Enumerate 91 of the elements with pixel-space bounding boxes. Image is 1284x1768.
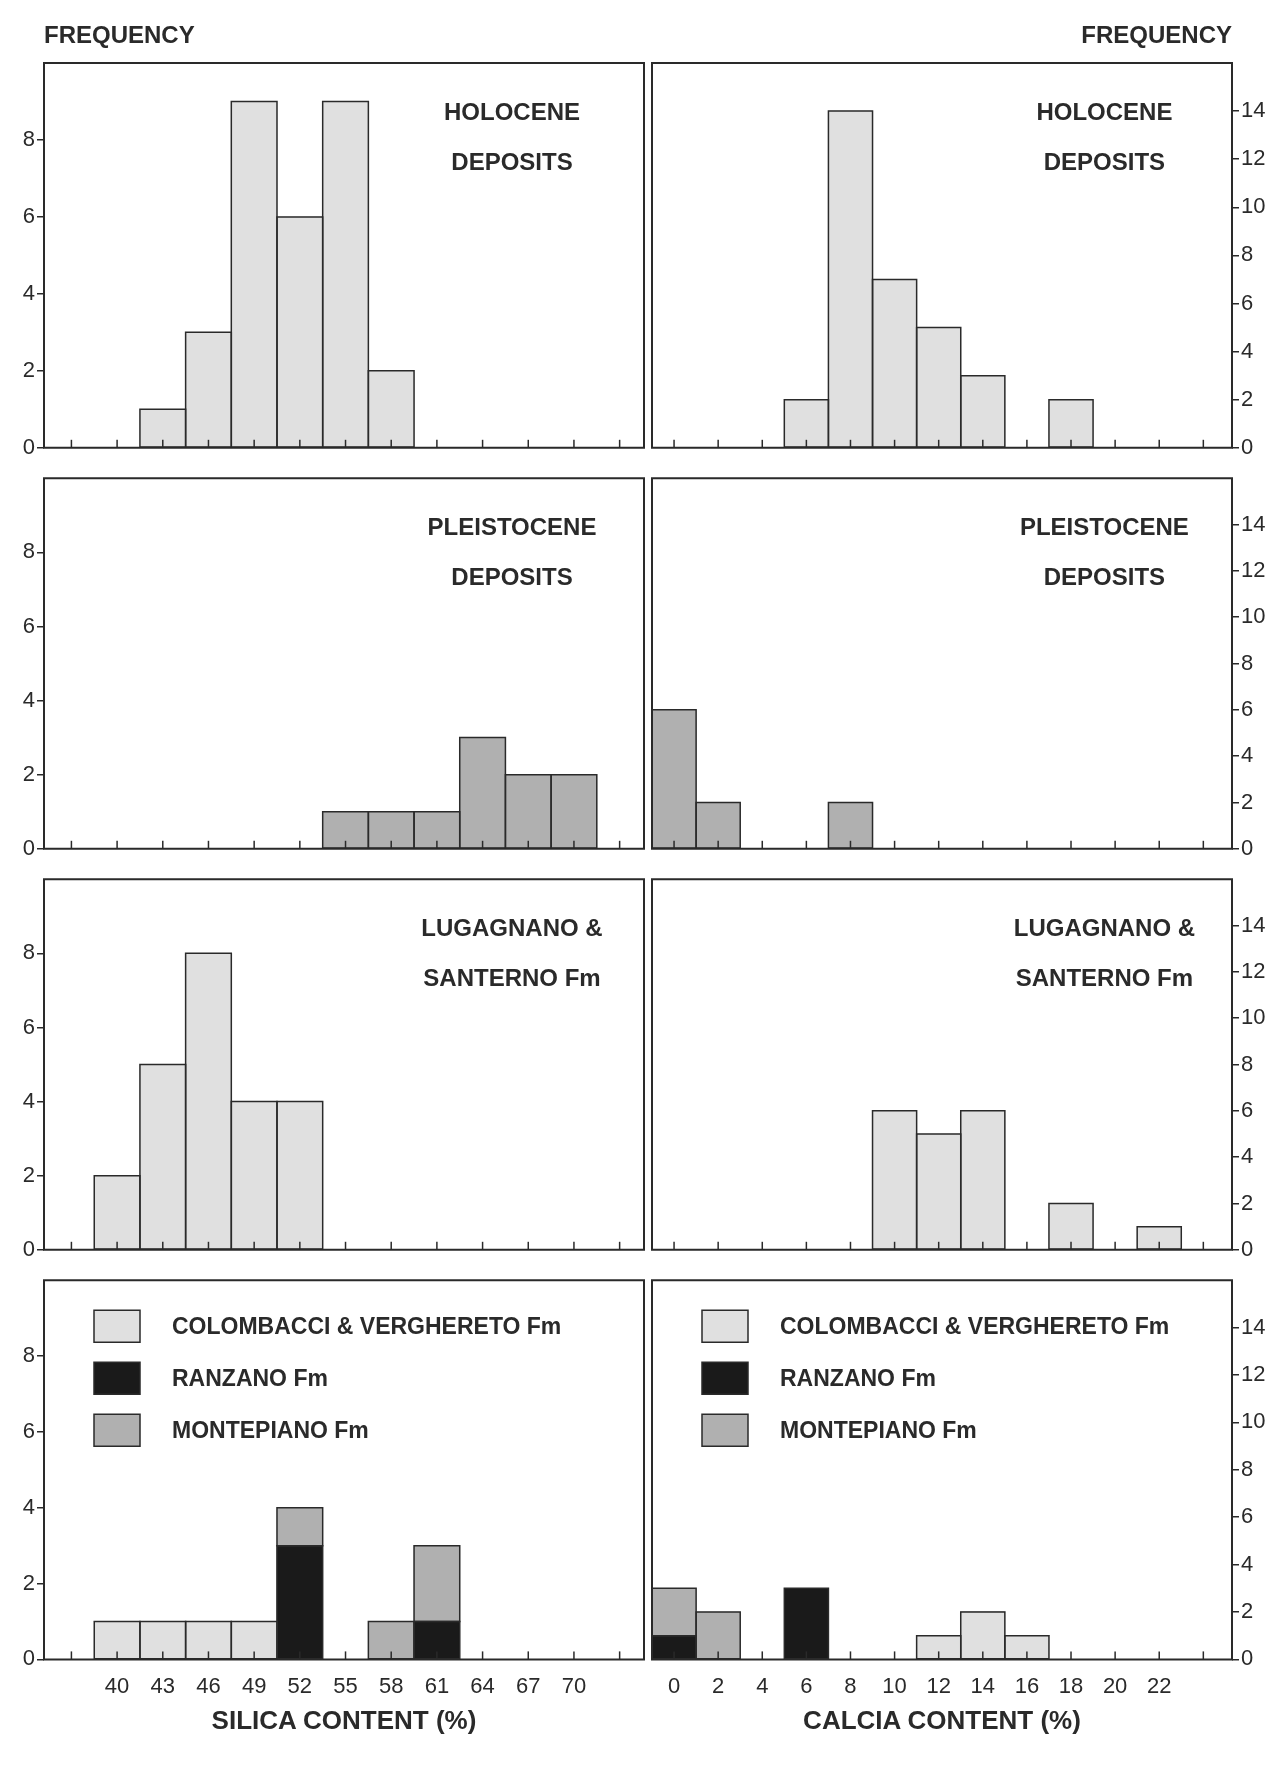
y2-tick-label: 10	[1241, 193, 1266, 219]
y2-tick-label: 4	[1241, 1550, 1254, 1576]
legend-label: MONTEPIANO Fm	[780, 1416, 977, 1443]
x-tick-label: 70	[561, 1672, 587, 1698]
x-tick-label: 8	[844, 1672, 857, 1698]
legend-label: COLOMBACCI & VERGHERETO Fm	[780, 1312, 1170, 1339]
y-tick-label: 8	[22, 939, 35, 965]
x-tick-label: 52	[287, 1672, 313, 1698]
x-tick-label: 0	[667, 1672, 681, 1698]
x-tick-label: 22	[1146, 1672, 1172, 1698]
y2-tick-label: 14	[1241, 510, 1266, 536]
y2-tick-label: 14	[1241, 97, 1266, 123]
y2-tick-label: 6	[1241, 1503, 1254, 1529]
x-tick-label: 61	[424, 1672, 450, 1698]
y2-tick-label: 12	[1241, 1361, 1266, 1387]
y2-tick-label: 4	[1241, 1143, 1254, 1169]
y2-tick-label: 4	[1241, 337, 1254, 363]
x-tick-label: 49	[241, 1672, 267, 1698]
y-axis-title: FREQUENCY	[44, 21, 195, 48]
text: PLEISTOCENE DEPOSITS	[1019, 512, 1189, 590]
y2-tick-label: 2	[1241, 385, 1254, 411]
legend-label: RANZANO Fm	[780, 1364, 936, 1391]
x-tick-label: 6	[800, 1672, 813, 1698]
y-tick-label: 4	[22, 1493, 35, 1519]
y-tick-label: 8	[22, 126, 35, 152]
x-tick-label: 43	[150, 1672, 176, 1698]
y-tick-label: 4	[22, 1087, 35, 1113]
y2-tick-label: 10	[1241, 1004, 1266, 1030]
x-tick-label: 55	[333, 1672, 358, 1698]
y-tick-label: 0	[22, 1645, 35, 1671]
legend-label: RANZANO Fm	[172, 1364, 328, 1391]
y2-tick-label: 6	[1241, 695, 1254, 721]
x-tick-label: 18	[1058, 1672, 1084, 1698]
y-tick-label: 2	[22, 760, 35, 786]
y2-tick-label: 2	[1241, 1189, 1254, 1215]
legend-label: COLOMBACCI & VERGHERETO Fm	[172, 1312, 562, 1339]
y2-tick-label: 12	[1241, 957, 1266, 983]
y2-tick-label: 2	[1241, 1598, 1254, 1624]
y2-tick-label: 8	[1241, 649, 1254, 675]
text: HOLOCENE DEPOSITS	[443, 97, 581, 175]
y-tick-label: 6	[22, 612, 35, 638]
y-tick-label: 0	[22, 1235, 35, 1261]
y2-tick-label: 14	[1241, 911, 1266, 937]
x-tick-label: 20	[1102, 1672, 1128, 1698]
x-tick-label: 16	[1014, 1672, 1040, 1698]
y2-tick-label: 0	[1241, 834, 1254, 860]
y-tick-label: 0	[22, 433, 35, 459]
y-tick-label: 6	[22, 1417, 35, 1443]
x-tick-label: 58	[378, 1672, 404, 1698]
legend-label: MONTEPIANO Fm	[172, 1416, 369, 1443]
y2-tick-label: 0	[1241, 1235, 1254, 1261]
text: HOLOCENE DEPOSITS	[1036, 97, 1173, 175]
x-tick-label: 46	[196, 1672, 221, 1698]
y2-tick-label: 12	[1241, 556, 1266, 582]
y-tick-label: 2	[22, 1161, 35, 1187]
y-tick-label: 8	[22, 1342, 35, 1368]
y-tick-label: 2	[22, 1569, 35, 1595]
y2-tick-label: 14	[1241, 1313, 1266, 1339]
x-tick-label: 4	[756, 1672, 769, 1698]
y2-tick-label: 8	[1241, 241, 1254, 267]
x-tick-label: 64	[470, 1672, 495, 1698]
y-tick-label: 6	[22, 1013, 35, 1039]
y2-tick-label: 8	[1241, 1050, 1254, 1076]
y2-tick-label: 10	[1241, 1408, 1266, 1434]
x-tick-label: 40	[104, 1672, 130, 1698]
y2-tick-label: 0	[1241, 433, 1254, 459]
y2-tick-label: 12	[1241, 145, 1266, 171]
y2-tick-label: 4	[1241, 742, 1254, 768]
y-tick-label: 6	[22, 202, 35, 228]
text: PLEISTOCENE DEPOSITS	[427, 512, 597, 590]
y2-axis-title: FREQUENCY	[1081, 21, 1232, 48]
x-tick-label: 67	[516, 1672, 541, 1698]
y-tick-label: 4	[22, 686, 35, 712]
y2-tick-label: 10	[1241, 603, 1266, 629]
x-axis-title: CALCIA CONTENT (%)	[803, 1704, 1081, 1735]
x-tick-label: 12	[926, 1672, 951, 1698]
y-tick-label: 2	[22, 356, 35, 382]
text: LUGAGNANO & SANTERNO Fm	[421, 913, 603, 991]
x-tick-label: 10	[882, 1672, 907, 1698]
y2-tick-label: 6	[1241, 1096, 1254, 1122]
text: LUGAGNANO & SANTERNO Fm	[1013, 913, 1196, 991]
y2-tick-label: 8	[1241, 1455, 1254, 1481]
y-tick-label: 4	[22, 279, 35, 305]
y-tick-label: 8	[22, 538, 35, 564]
y2-tick-label: 2	[1241, 788, 1254, 814]
y-tick-label: 0	[22, 834, 35, 860]
x-axis-title: SILICA CONTENT (%)	[211, 1704, 477, 1735]
x-tick-label: 2	[712, 1672, 725, 1698]
y2-tick-label: 6	[1241, 289, 1254, 315]
x-tick-label: 14	[970, 1672, 996, 1698]
y2-tick-label: 0	[1241, 1645, 1254, 1671]
